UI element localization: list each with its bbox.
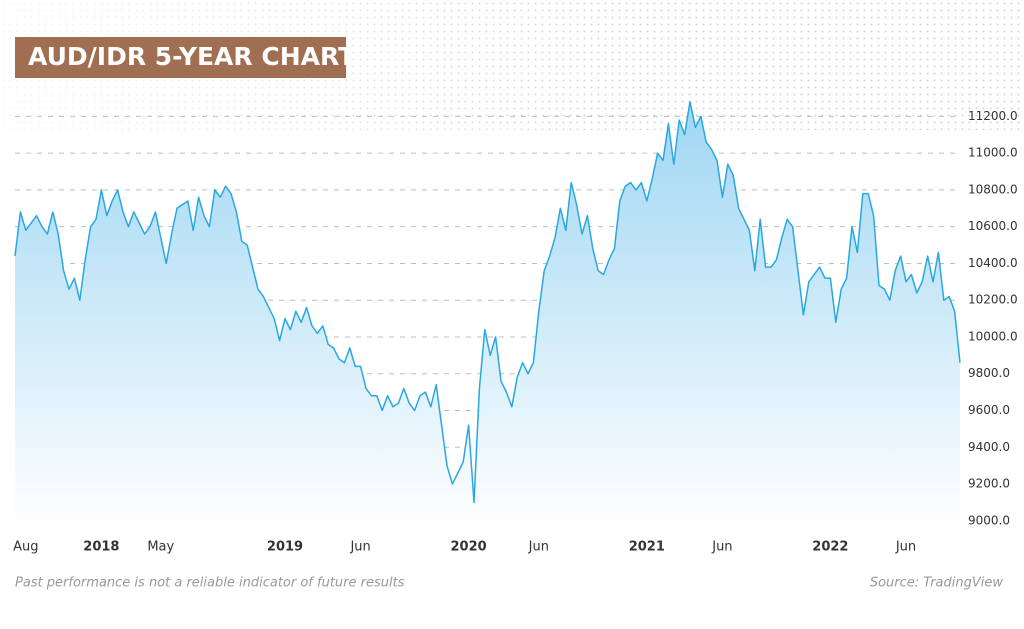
y-tick-label: 9400.0 bbox=[968, 440, 1010, 454]
x-tick-label: Jun bbox=[349, 540, 370, 555]
x-tick-label: Jun bbox=[895, 540, 916, 555]
x-tick-label: Jun bbox=[528, 540, 549, 555]
x-tick-label: 2020 bbox=[451, 540, 487, 555]
y-tick-label: 9200.0 bbox=[968, 477, 1010, 491]
axes: 9000.0 9200.0 9400.0 9600.0 9800.0 10000.0 102… bbox=[13, 109, 1018, 555]
title-badge bbox=[15, 37, 346, 78]
y-tick-label: 9000.0 bbox=[968, 513, 1010, 527]
x-tick-label: 2022 bbox=[812, 540, 848, 555]
x-tick-label: May bbox=[147, 540, 174, 555]
y-tick-label: 9600.0 bbox=[968, 403, 1010, 417]
area bbox=[15, 101, 960, 531]
x-tick-label: 2019 bbox=[267, 540, 303, 555]
chart-title: AUD/IDR 5-YEAR CHART bbox=[28, 42, 355, 71]
y-tick-label: 9800.0 bbox=[968, 366, 1010, 380]
plot bbox=[14, 100, 961, 531]
y-tick-label: 11200.0 bbox=[968, 109, 1018, 123]
y-tick-label: 10400.0 bbox=[968, 256, 1018, 270]
y-tick-label: 10200.0 bbox=[968, 293, 1018, 307]
y-tick-label: 11000.0 bbox=[968, 146, 1018, 160]
x-tick-label: 2018 bbox=[83, 540, 119, 555]
y-tick-label: 10800.0 bbox=[968, 182, 1018, 196]
x-tick-label: Aug bbox=[13, 540, 38, 555]
x-tick-label: 2021 bbox=[629, 540, 665, 555]
x-tick-label: Jun bbox=[711, 540, 732, 555]
footnote: Past performance is not a reliable indic… bbox=[15, 576, 405, 591]
y-tick-label: 10600.0 bbox=[968, 219, 1018, 233]
line bbox=[14, 100, 961, 504]
y-tick-label: 10000.0 bbox=[968, 329, 1018, 343]
source: Source: TradingView bbox=[870, 576, 1004, 591]
